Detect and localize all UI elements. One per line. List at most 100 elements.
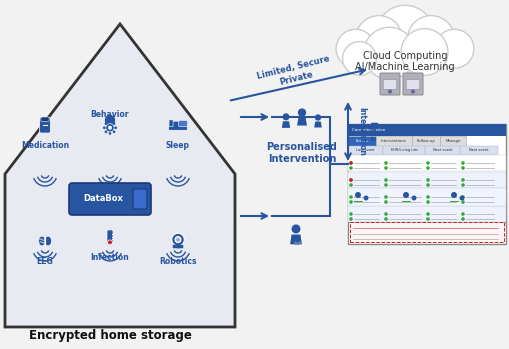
Bar	[411, 136, 439, 146]
Circle shape	[426, 195, 429, 199]
Circle shape	[349, 161, 352, 165]
Circle shape	[176, 238, 180, 242]
Bar	[347, 124, 505, 136]
Text: AI/Machine Learning: AI/Machine Learning	[354, 62, 454, 72]
Circle shape	[314, 114, 321, 121]
Bar	[382, 146, 424, 155]
Circle shape	[104, 131, 107, 133]
Circle shape	[108, 132, 111, 135]
Circle shape	[112, 131, 115, 133]
Polygon shape	[290, 235, 301, 244]
Circle shape	[349, 183, 352, 187]
Text: Robotics: Robotics	[159, 257, 196, 266]
Circle shape	[297, 109, 305, 117]
Circle shape	[104, 122, 107, 125]
Circle shape	[407, 16, 454, 62]
Circle shape	[426, 178, 429, 182]
Text: Interventions: Interventions	[380, 139, 406, 143]
Circle shape	[426, 161, 429, 165]
Circle shape	[172, 233, 184, 246]
Circle shape	[460, 178, 464, 182]
FancyBboxPatch shape	[40, 118, 50, 133]
Circle shape	[426, 183, 429, 187]
Circle shape	[383, 166, 387, 170]
Circle shape	[112, 122, 115, 125]
FancyBboxPatch shape	[379, 73, 399, 95]
Bar	[375, 136, 411, 146]
Circle shape	[349, 195, 352, 199]
Circle shape	[108, 121, 111, 124]
Circle shape	[402, 192, 408, 198]
Text: Last event: Last event	[355, 149, 374, 153]
Circle shape	[450, 192, 456, 198]
Bar	[347, 155, 505, 171]
Bar	[424, 146, 459, 155]
Circle shape	[426, 217, 429, 221]
FancyBboxPatch shape	[41, 117, 49, 121]
Circle shape	[383, 183, 387, 187]
Circle shape	[387, 90, 391, 94]
Circle shape	[426, 166, 429, 170]
Bar	[347, 146, 382, 155]
Text: Infection: Infection	[91, 253, 129, 262]
Circle shape	[294, 243, 296, 245]
Text: Manage: Manage	[444, 139, 460, 143]
Circle shape	[349, 217, 352, 221]
Text: Encrypted home storage: Encrypted home storage	[29, 329, 191, 342]
Circle shape	[342, 42, 376, 75]
Circle shape	[383, 195, 387, 199]
Circle shape	[411, 195, 416, 200]
Circle shape	[349, 178, 352, 182]
Circle shape	[291, 224, 300, 233]
Circle shape	[460, 195, 464, 199]
Text: Follow-up: Follow-up	[416, 139, 435, 143]
Circle shape	[355, 16, 402, 62]
Circle shape	[426, 200, 429, 204]
Text: Data
Integration: Data Integration	[356, 106, 376, 155]
Polygon shape	[314, 121, 321, 127]
FancyBboxPatch shape	[69, 183, 151, 215]
Circle shape	[104, 114, 116, 126]
Circle shape	[105, 124, 114, 132]
Circle shape	[459, 195, 464, 200]
Bar	[347, 172, 505, 188]
FancyBboxPatch shape	[178, 120, 187, 127]
Text: Events: Events	[355, 139, 368, 143]
Circle shape	[383, 217, 387, 221]
Polygon shape	[5, 24, 235, 327]
Text: Personalised
Intervention: Personalised Intervention	[266, 142, 337, 164]
Circle shape	[108, 126, 111, 129]
Circle shape	[282, 113, 289, 120]
FancyBboxPatch shape	[107, 230, 113, 243]
Text: Next event: Next event	[432, 149, 451, 153]
Circle shape	[460, 166, 464, 170]
Text: Sleep: Sleep	[165, 141, 190, 150]
Bar	[347, 189, 505, 205]
Text: DataBox: DataBox	[83, 194, 123, 203]
Circle shape	[383, 200, 387, 204]
Circle shape	[107, 240, 112, 245]
Bar	[349, 222, 503, 242]
Circle shape	[460, 217, 464, 221]
Text: Care Integration: Care Integration	[351, 128, 385, 132]
Circle shape	[335, 29, 374, 68]
Circle shape	[349, 200, 352, 204]
Circle shape	[460, 200, 464, 204]
Circle shape	[426, 212, 429, 216]
Circle shape	[460, 161, 464, 165]
Circle shape	[349, 178, 352, 182]
Circle shape	[434, 29, 473, 68]
Circle shape	[400, 29, 447, 75]
Circle shape	[349, 161, 352, 165]
FancyBboxPatch shape	[168, 120, 173, 127]
Text: Medication: Medication	[21, 141, 69, 150]
Circle shape	[114, 126, 117, 129]
FancyBboxPatch shape	[168, 121, 187, 130]
Bar	[459, 146, 497, 155]
Circle shape	[363, 27, 415, 79]
FancyBboxPatch shape	[405, 80, 419, 89]
Text: EEG: EEG	[37, 257, 53, 266]
Text: Cloud Computing: Cloud Computing	[362, 51, 446, 61]
Bar	[347, 206, 505, 222]
Bar	[347, 188, 505, 206]
